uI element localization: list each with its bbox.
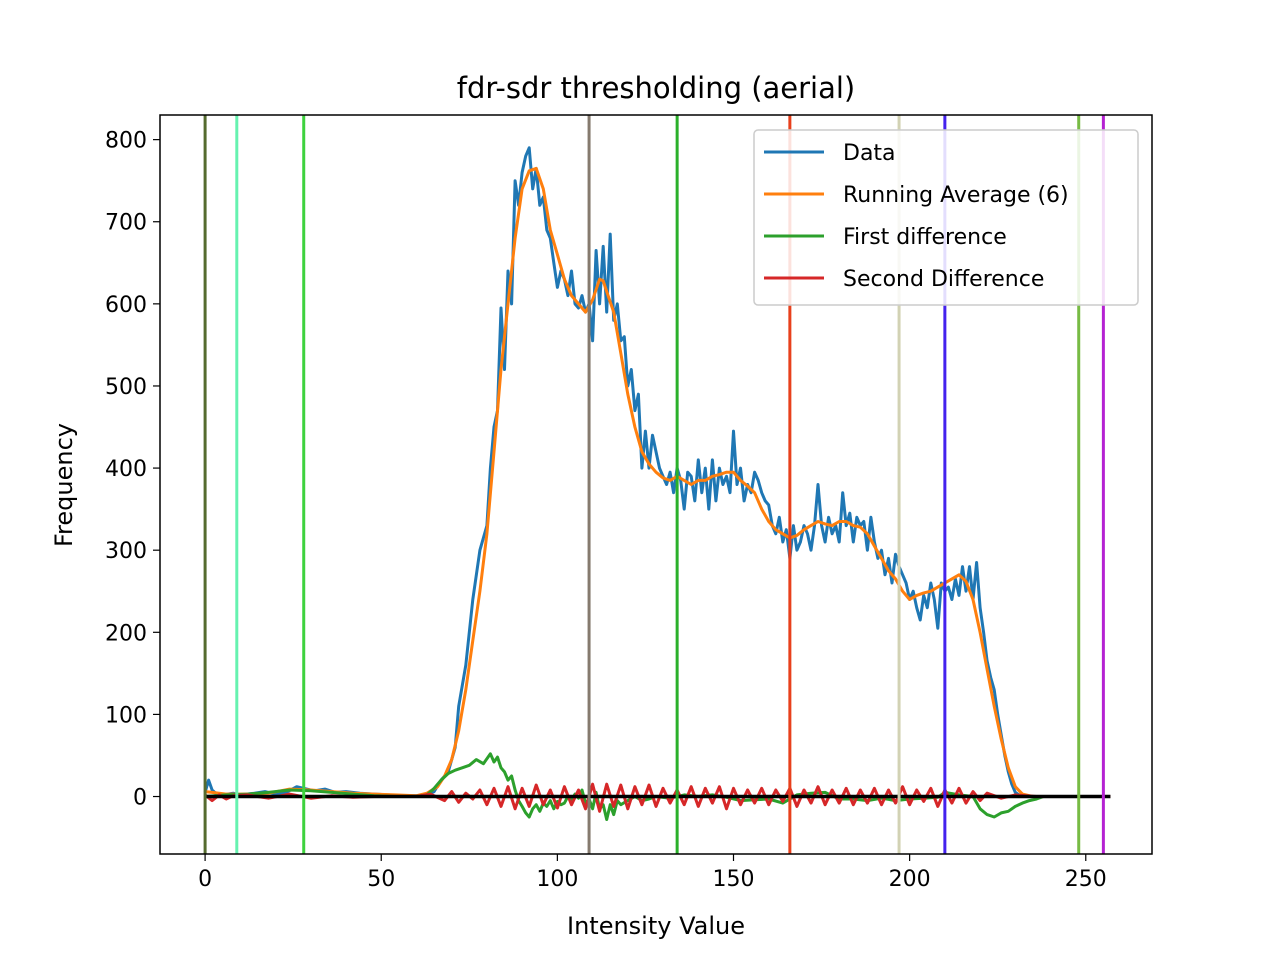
y-tick-label: 0 [133,786,147,811]
x-tick-label: 150 [713,867,755,892]
legend: Data Running Average (6) First difference S… [753,129,1139,306]
chart-title: fdr-sdr thresholding (aerial) [457,71,856,105]
legend-label: Running Average (6) [843,183,1069,208]
legend-label: First difference [843,225,1007,250]
x-axis-ticks: 0 50 100 150 200 250 [198,854,1107,892]
legend-label: Second Difference [843,267,1044,292]
x-tick-label: 200 [889,867,931,892]
y-tick-label: 300 [105,539,147,564]
x-tick-label: 100 [536,867,578,892]
plot-frame [159,114,1153,855]
legend-label: Data [843,141,896,166]
y-axis-ticks: 0 100 200 300 400 500 600 700 800 [105,129,160,811]
series-line-1 [204,166,1034,798]
y-tick-label: 100 [105,703,147,728]
y-tick-label: 600 [105,293,147,318]
x-tick-label: 250 [1065,867,1107,892]
x-tick-label: 50 [367,867,395,892]
series-line-2 [204,752,1079,821]
x-axis-label: Intensity Value [567,912,745,940]
y-tick-label: 800 [105,129,147,154]
y-tick-label: 200 [105,621,147,646]
y-tick-label: 700 [105,211,147,236]
y-tick-label: 400 [105,457,147,482]
y-tick-label: 500 [105,375,147,400]
y-axis-label: Frequency [50,423,78,547]
legend-box [753,129,1139,306]
x-tick-label: 0 [198,867,212,892]
